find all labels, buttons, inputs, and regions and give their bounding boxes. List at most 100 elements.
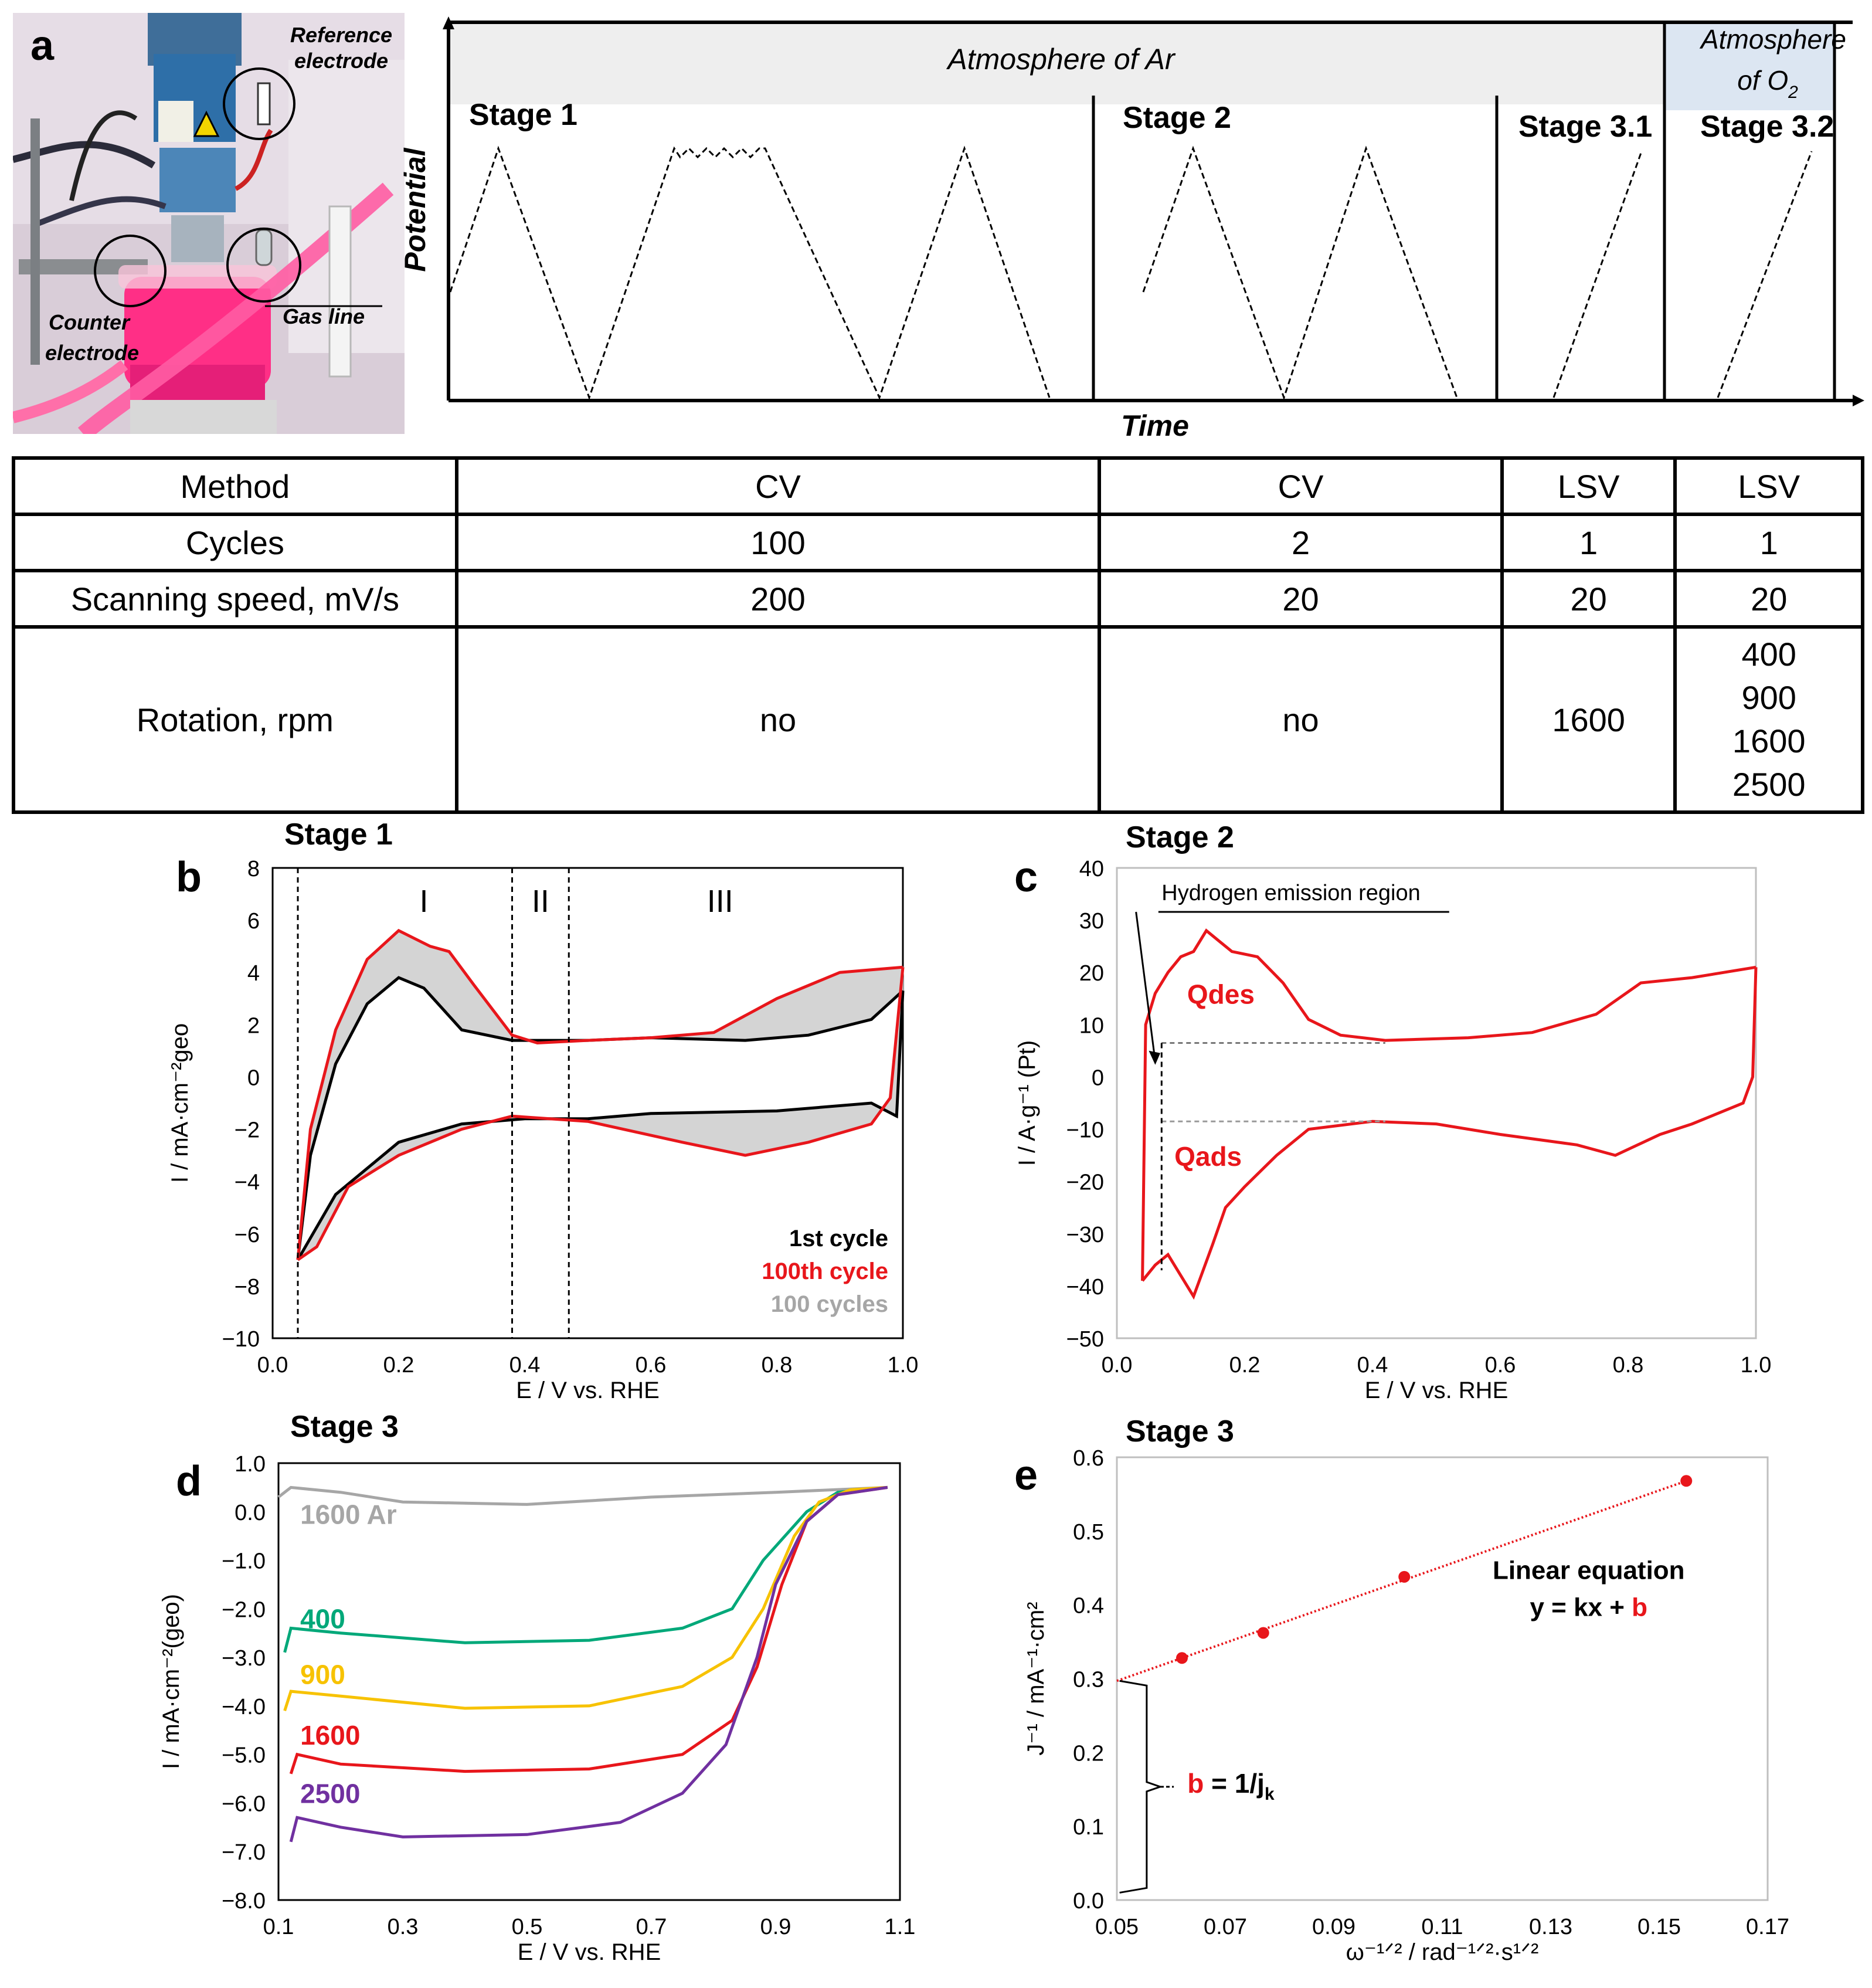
y-tick-label: −8.0 <box>222 1889 266 1914</box>
chart-d-svg: 1.00.0−1.0−2.0−3.0−4.0−5.0−6.0−7.0−8.00.… <box>158 1410 916 1965</box>
y-tick-label: −4 <box>235 1171 260 1195</box>
table-row-cycles: Cycles 100 2 1 1 <box>12 513 1864 572</box>
qads-label: Qads <box>1174 1141 1242 1172</box>
plot-frame <box>1116 867 1757 1339</box>
series-label: 900 <box>300 1660 345 1690</box>
cell: CV <box>454 456 1102 516</box>
y-tick-label: −2.0 <box>222 1597 266 1622</box>
x-tick-label: 0.0 <box>257 1353 288 1378</box>
hydrogen-arrow <box>1135 911 1156 1061</box>
series-line <box>296 928 903 1260</box>
series-label: 2500 <box>300 1778 360 1809</box>
chart-title: Stage 1 <box>284 818 393 851</box>
qdes-label: Qdes <box>1187 979 1255 1010</box>
cell: no <box>454 625 1102 814</box>
atmosphere-o2-line2: of O2 <box>1737 65 1798 102</box>
y-tick-label: −2 <box>235 1118 260 1143</box>
y-tick-label: 0.0 <box>1073 1889 1104 1914</box>
x-tick-label: 0.5 <box>512 1915 543 1939</box>
chart-title: Stage 3 <box>1126 1419 1234 1448</box>
x-axis-label: ω⁻¹ᐟ² / rad⁻¹ᐟ²·s¹ᐟ² <box>1346 1939 1539 1965</box>
y-tick-label: −6 <box>235 1223 260 1247</box>
y-tick-label: 2 <box>247 1013 260 1038</box>
x-tick-label: 0.9 <box>760 1915 791 1939</box>
x-tick-label: 0.1 <box>263 1915 294 1939</box>
x-tick-label: 1.1 <box>885 1915 916 1939</box>
y-tick-label: 10 <box>1079 1013 1104 1038</box>
x-tick-label: 0.6 <box>1485 1353 1516 1378</box>
o2-atmosphere-band <box>1664 22 1834 110</box>
stage31-label: Stage 3.1 <box>1518 110 1652 144</box>
cell: 1 <box>1500 513 1677 572</box>
y-tick-label: 8 <box>247 857 260 881</box>
y-tick-label: −6.0 <box>222 1792 266 1816</box>
x-tick-label: 0.8 <box>762 1353 793 1378</box>
stage1-label: Stage 1 <box>469 98 577 132</box>
x-tick-label: 0.09 <box>1312 1915 1355 1939</box>
y-axis-label: I / mA·cm⁻²geo <box>167 1023 193 1183</box>
rotation-value: 2500 <box>1732 766 1806 803</box>
x-tick-label: 0.11 <box>1421 1915 1463 1939</box>
series-line <box>277 1485 888 1506</box>
region-label: II <box>532 884 549 919</box>
cell: 20 <box>1098 569 1504 629</box>
y-tick-label: 40 <box>1079 857 1104 881</box>
y-tick-label: −10 <box>222 1327 260 1352</box>
y-tick-label: 0 <box>1092 1066 1104 1090</box>
series-line <box>283 1485 888 1711</box>
legend-entry: 100th cycle <box>762 1258 888 1284</box>
region-label: III <box>707 884 733 919</box>
data-point <box>1176 1652 1188 1664</box>
x-tick-label: 0.05 <box>1095 1915 1139 1939</box>
y-axis-label: J⁻¹ / mA⁻¹·cm² <box>1023 1602 1049 1755</box>
plot-frame <box>277 1462 901 1901</box>
cell: no <box>1098 625 1504 814</box>
panel-label: e <box>1014 1452 1038 1499</box>
series-line <box>289 1485 888 1843</box>
chart-title: Stage 2 <box>1126 820 1234 854</box>
y-tick-label: 20 <box>1079 961 1104 986</box>
table-row-rotation: Rotation, rpm no no 1600 400 900 1600 25… <box>12 625 1864 814</box>
atmosphere-o2-line1: Atmosphere <box>1699 24 1846 55</box>
panel-label: b <box>176 854 202 901</box>
x-tick-label: 0.13 <box>1529 1915 1572 1939</box>
reference-circle <box>223 67 295 140</box>
counter-label-line2: electrode <box>45 341 139 365</box>
chart-b: 8 6 4 2 0 −2 −4 −6 −8 −10 0.0 0.2 0.4 0.6 0.8 1.0 E / V … <box>147 818 962 1425</box>
row-label: Cycles <box>12 513 458 572</box>
y-tick-label: −10 <box>1066 1118 1104 1143</box>
stage31-waveform <box>1552 151 1643 398</box>
y-axis-label: I / mA·cm⁻²(geo) <box>158 1594 184 1769</box>
x-axis-label: E / V vs. RHE <box>516 1378 660 1403</box>
x-tick-label: 1.0 <box>888 1353 919 1378</box>
chart-e-svg: 0.6 0.5 0.4 0.3 0.2 0.1 0.00.05 0.07 0.09 0.11 0.1… <box>1014 1419 1789 1965</box>
data-point <box>1680 1475 1693 1487</box>
plot-frame <box>271 867 904 1339</box>
y-tick-label: 0.3 <box>1073 1668 1104 1692</box>
y-tick-label: −50 <box>1066 1327 1104 1352</box>
x-axis-label: E / V vs. RHE <box>1365 1378 1509 1403</box>
x-tick-label: 0.8 <box>1613 1353 1644 1378</box>
panel-label-a: a <box>30 22 55 69</box>
hydrogen-region-label: Hydrogen emission region <box>1161 881 1420 905</box>
cell: 20 <box>1500 569 1677 629</box>
x-tick-label: 0.3 <box>388 1915 419 1939</box>
y-tick-label: 0.0 <box>235 1501 266 1525</box>
hydrogen-arrowhead <box>1149 1050 1161 1065</box>
y-tick-label: −20 <box>1066 1171 1104 1195</box>
series-line <box>1141 928 1757 1281</box>
stage2-waveform <box>1142 145 1458 401</box>
x-tick-label: 0.6 <box>636 1353 667 1378</box>
x-tick-label: 0.0 <box>1102 1353 1133 1378</box>
legend-entry: 100 cycles <box>771 1291 888 1317</box>
chart-d: 1.0 0.0 −1.0 −2.0 −3.0 −4.0 −5.0 −6.0 −7.0 −8.0 0.… <box>147 1405 962 1988</box>
series-line <box>296 990 905 1261</box>
chart-e: 0.6 0.5 0.4 0.3 0.2 0.1 0.0 0.05 0.07 0.09 0.11 0.1… <box>997 1419 1872 1988</box>
intercept-label: b = 1/jk <box>1187 1768 1275 1804</box>
gas-line-label: Gas line <box>283 304 365 328</box>
y-tick-label: 6 <box>247 909 260 934</box>
rotation-value: 900 <box>1741 679 1796 716</box>
gas-circle <box>226 228 301 303</box>
y-tick-label: 4 <box>247 961 260 986</box>
ar-atmosphere-band <box>449 22 1664 104</box>
